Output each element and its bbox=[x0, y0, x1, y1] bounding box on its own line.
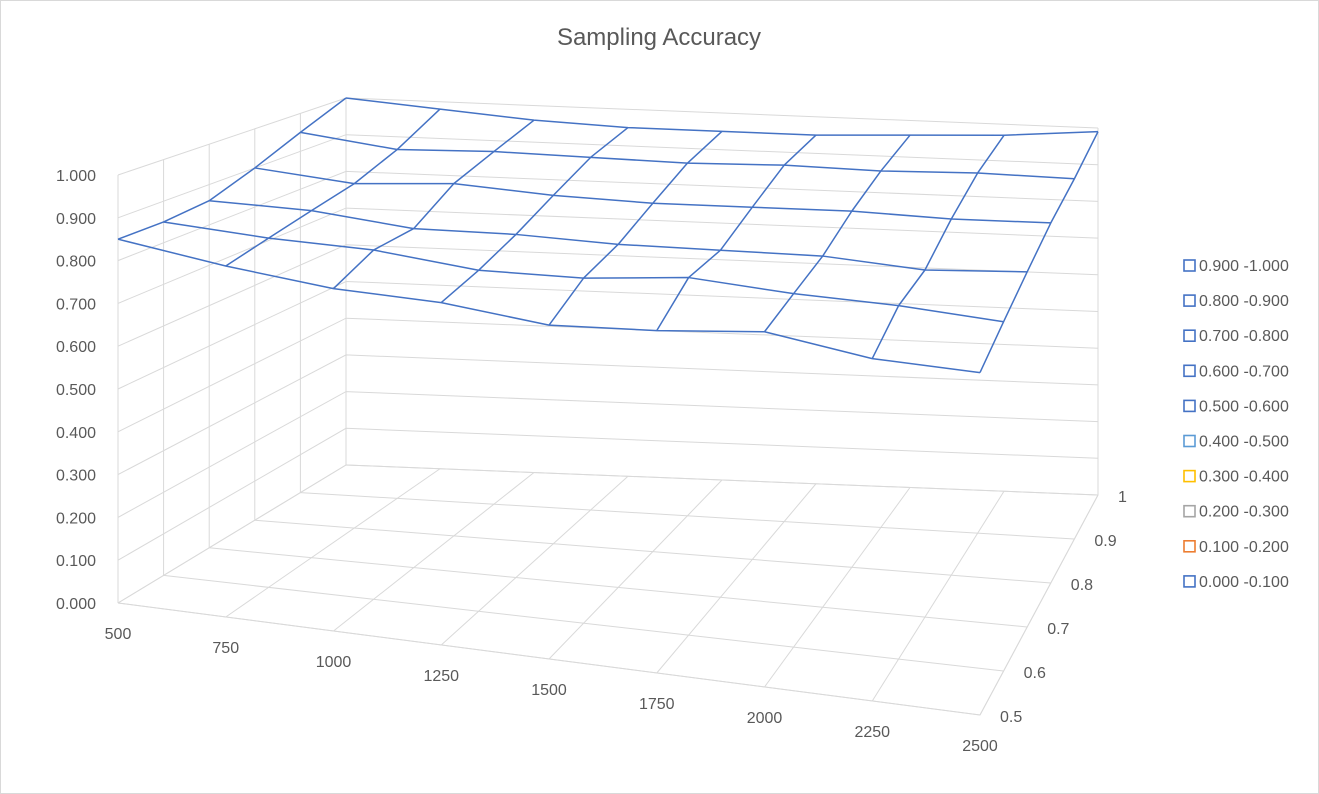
z-tick-label: 1.000 bbox=[56, 168, 96, 185]
gridline-floor-x bbox=[548, 479, 723, 660]
z-axis-ticks: 0.000 0.100 0.200 0.300 0.400 0.500 0.600 0.700… bbox=[56, 168, 96, 613]
surface-line-x bbox=[117, 97, 347, 240]
legend-label: 0.100 -0.200 bbox=[1199, 539, 1289, 556]
gridline-floor-x bbox=[764, 487, 911, 688]
surface-line-x bbox=[548, 130, 723, 326]
legend-swatch bbox=[1183, 469, 1196, 483]
surface-line-depth bbox=[163, 221, 1004, 323]
z-tick-label: 0.200 bbox=[56, 510, 96, 527]
legend-swatch bbox=[1183, 329, 1196, 343]
legend-swatch bbox=[1183, 539, 1196, 553]
legend-swatch bbox=[1183, 364, 1196, 378]
z-tick-label: 0.100 bbox=[56, 553, 96, 570]
legend-swatch bbox=[1183, 294, 1196, 307]
z-tick-label: 0.500 bbox=[56, 382, 96, 399]
gridline-floor-x bbox=[440, 475, 629, 646]
depth-tick-label: 0.8 bbox=[1071, 577, 1093, 594]
surface-line-depth bbox=[300, 131, 1075, 180]
gridline-z bbox=[117, 170, 1099, 262]
surface-line-x bbox=[332, 119, 535, 290]
legend-swatch bbox=[1183, 504, 1196, 518]
surface-mesh bbox=[117, 97, 1099, 374]
z-tick-label: 0.400 bbox=[56, 425, 96, 442]
legend-label: 0.600 -0.700 bbox=[1199, 363, 1289, 380]
gridline-floor-depth bbox=[209, 547, 1028, 628]
gridline-floor-x bbox=[333, 472, 535, 632]
surface-line-x bbox=[656, 134, 817, 331]
z-tick-label: 0.300 bbox=[56, 468, 96, 485]
gridline-z bbox=[117, 244, 1099, 347]
x-axis-ticks: 500 750 1000 1250 1500 1750 2000 2250 2500 bbox=[105, 626, 998, 755]
depth-tick-label: 0.6 bbox=[1024, 665, 1046, 682]
z-tick-label: 0.000 bbox=[56, 596, 96, 613]
legend-label: 0.300 -0.400 bbox=[1199, 469, 1289, 486]
surface-line-depth bbox=[209, 199, 1028, 273]
depth-axis-ticks: 0.5 0.6 0.7 0.8 0.9 1 bbox=[1000, 489, 1127, 726]
legend-swatch bbox=[1183, 434, 1196, 448]
gridline-z bbox=[117, 317, 1099, 433]
legend-swatch bbox=[1183, 575, 1196, 588]
surface-line-x bbox=[763, 134, 911, 333]
gridline-z bbox=[117, 391, 1099, 518]
legend-swatch bbox=[1183, 399, 1196, 413]
surface-line-x bbox=[225, 108, 441, 267]
legend-label: 0.800 -0.900 bbox=[1199, 293, 1289, 310]
gridline-floor-x bbox=[871, 490, 1005, 702]
gridline-z bbox=[117, 134, 1099, 219]
gridlines bbox=[117, 97, 1099, 716]
legend-label: 0.200 -0.300 bbox=[1199, 504, 1289, 521]
chart-title: Sampling Accuracy bbox=[557, 24, 761, 51]
surface-line-depth bbox=[345, 97, 1099, 137]
surface-line-x bbox=[979, 131, 1099, 373]
x-tick-label: 2250 bbox=[854, 724, 890, 741]
surface-line-x bbox=[871, 134, 1005, 359]
z-tick-label: 0.700 bbox=[56, 296, 96, 313]
gridline-floor-x bbox=[117, 464, 347, 604]
legend-label: 0.900 -1.000 bbox=[1199, 258, 1289, 275]
legend-label: 0.000 -0.100 bbox=[1199, 574, 1289, 591]
x-tick-label: 2000 bbox=[747, 710, 783, 727]
gridline-floor-depth bbox=[254, 519, 1051, 584]
depth-tick-label: 0.7 bbox=[1047, 621, 1069, 638]
legend-label: 0.400 -0.500 bbox=[1199, 434, 1289, 451]
x-tick-label: 500 bbox=[105, 626, 132, 643]
surface-line-depth bbox=[254, 167, 1051, 224]
z-tick-label: 0.800 bbox=[56, 254, 96, 271]
depth-tick-label: 0.5 bbox=[1000, 709, 1022, 726]
gridline-z bbox=[117, 280, 1099, 390]
x-tick-label: 1500 bbox=[531, 682, 567, 699]
z-tick-label: 0.600 bbox=[56, 339, 96, 356]
gridline-floor-depth bbox=[163, 574, 1004, 672]
gridline-z bbox=[117, 97, 1099, 176]
surface-line-x bbox=[440, 127, 629, 304]
gridline-floor-depth bbox=[345, 464, 1099, 496]
legend: 0.900 -1.000 0.800 -0.900 0.700 -0.800 0.60… bbox=[1183, 258, 1289, 591]
depth-tick-label: 0.9 bbox=[1094, 533, 1116, 550]
x-tick-label: 2500 bbox=[962, 738, 998, 755]
depth-tick-label: 1 bbox=[1118, 489, 1127, 506]
gridline-z bbox=[117, 464, 1099, 604]
gridline-floor-x bbox=[225, 468, 441, 618]
gridline-z bbox=[117, 354, 1099, 476]
x-tick-label: 750 bbox=[212, 640, 239, 657]
gridline-floor-depth bbox=[300, 492, 1075, 540]
legend-label: 0.500 -0.600 bbox=[1199, 398, 1289, 415]
axis-lines bbox=[117, 494, 1099, 716]
legend-swatch bbox=[1183, 259, 1196, 272]
legend-label: 0.700 -0.800 bbox=[1199, 328, 1289, 345]
gridline-floor-x bbox=[656, 483, 817, 674]
x-tick-label: 1250 bbox=[423, 668, 459, 685]
x-tick-label: 1750 bbox=[639, 696, 675, 713]
x-tick-label: 1000 bbox=[316, 654, 352, 671]
z-tick-label: 0.900 bbox=[56, 211, 96, 228]
